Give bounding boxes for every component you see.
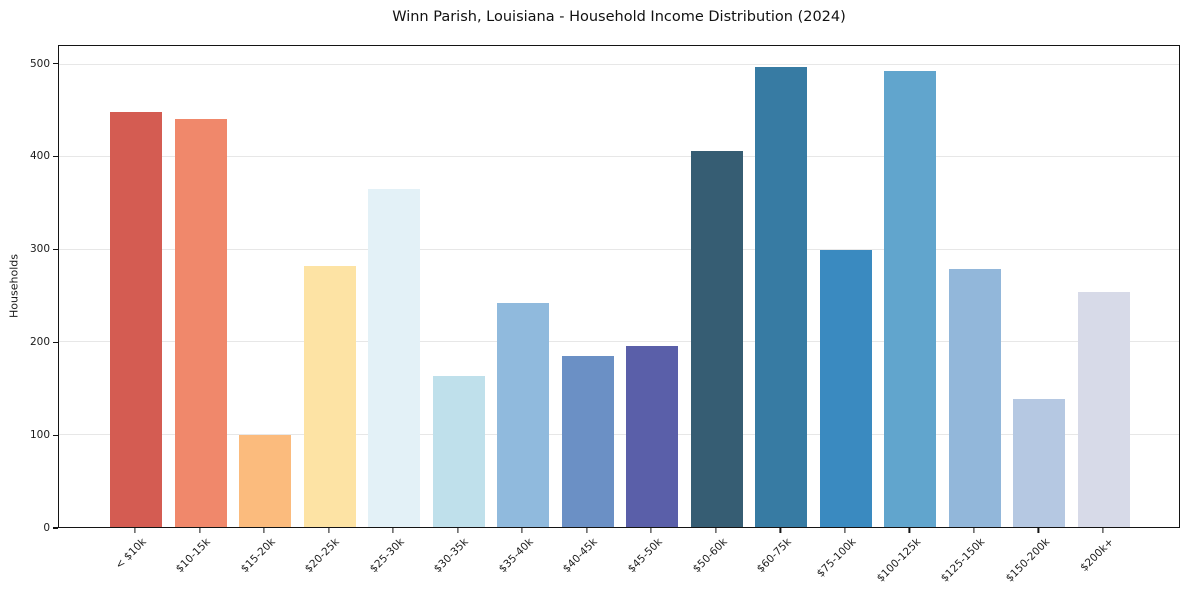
gridline-100 xyxy=(59,433,1179,435)
x-tick-label: $200k+ xyxy=(1078,536,1117,574)
x-tick-mark xyxy=(779,528,781,533)
x-tick-label: < $10k xyxy=(112,536,149,572)
bar-$20-25k xyxy=(303,266,356,527)
gridline-300 xyxy=(59,248,1179,250)
bar-< $10k xyxy=(110,111,162,527)
y-tick-mark-0 xyxy=(53,527,58,529)
x-tick-label: $125-150k xyxy=(938,536,988,585)
bar-$200k+ xyxy=(1078,292,1130,527)
y-tick-label-100: 100 xyxy=(29,429,50,442)
x-tick-mark xyxy=(586,528,588,533)
x-tick-label: $75-100k xyxy=(814,536,859,580)
y-tick-label-300: 300 xyxy=(29,243,50,256)
y-tick-label-200: 200 xyxy=(29,336,50,349)
x-tick-label: $25-30k xyxy=(367,536,407,576)
bar-$150-200k xyxy=(1013,399,1066,527)
bar-$125-150k xyxy=(948,268,1001,527)
bar-$75-100k xyxy=(819,249,872,527)
x-tick-mark xyxy=(392,528,394,533)
bar-$40-45k xyxy=(561,355,614,527)
gridline-500 xyxy=(59,63,1179,65)
plot-area xyxy=(58,45,1180,528)
gridline-400 xyxy=(59,156,1179,157)
chart-title: Winn Parish, Louisiana - Household Incom… xyxy=(392,9,846,25)
y-tick-label-400: 400 xyxy=(29,150,50,163)
y-tick-mark-500 xyxy=(53,62,58,65)
x-tick-label: $40-45k xyxy=(561,536,601,576)
y-tick-label-500: 500 xyxy=(29,57,50,70)
bar-$25-30k xyxy=(368,189,421,527)
y-tick-mark-300 xyxy=(53,248,58,250)
bar-$60-75k xyxy=(755,67,808,527)
x-tick-mark xyxy=(715,528,717,533)
x-tick-mark xyxy=(457,528,459,533)
bar-$50-60k xyxy=(690,150,743,527)
bar-$15-20k xyxy=(239,435,292,527)
x-tick-mark xyxy=(1102,528,1104,533)
x-tick-mark xyxy=(328,528,330,533)
x-tick-mark xyxy=(1037,528,1040,533)
y-tick-mark-200 xyxy=(53,341,58,343)
x-tick-label: $150-200k xyxy=(1003,536,1052,585)
x-tick-label: $100-125k xyxy=(874,536,923,585)
y-tick-mark-400 xyxy=(53,155,58,158)
x-tick-label: $35-40k xyxy=(496,536,536,576)
x-tick-mark xyxy=(844,528,846,533)
gridline-200 xyxy=(59,341,1179,342)
x-tick-mark xyxy=(650,528,652,533)
x-tick-label: $30-35k xyxy=(432,536,472,576)
x-tick-mark xyxy=(198,528,201,533)
bar-$30-35k xyxy=(432,376,485,527)
x-tick-label: $50-60k xyxy=(690,536,730,576)
bar-$10-15k xyxy=(174,119,227,527)
y-axis-label: Households xyxy=(7,254,21,318)
x-tick-mark xyxy=(521,528,523,533)
x-tick-mark xyxy=(263,528,265,533)
bar-$100-125k xyxy=(884,70,937,527)
x-tick-label: $45-50k xyxy=(625,536,665,576)
x-tick-mark xyxy=(908,528,910,533)
x-tick-label: $60-75k xyxy=(754,536,794,576)
y-tick-mark-100 xyxy=(53,434,58,436)
x-tick-label: $20-25k xyxy=(302,536,343,576)
bar-$35-40k xyxy=(497,303,550,527)
x-tick-label: $15-20k xyxy=(238,536,278,576)
x-tick-label: $10-15k xyxy=(173,536,214,576)
bar-$45-50k xyxy=(626,345,679,527)
x-tick-mark xyxy=(973,528,975,533)
x-tick-mark xyxy=(134,528,136,533)
y-tick-label-0: 0 xyxy=(43,522,50,534)
